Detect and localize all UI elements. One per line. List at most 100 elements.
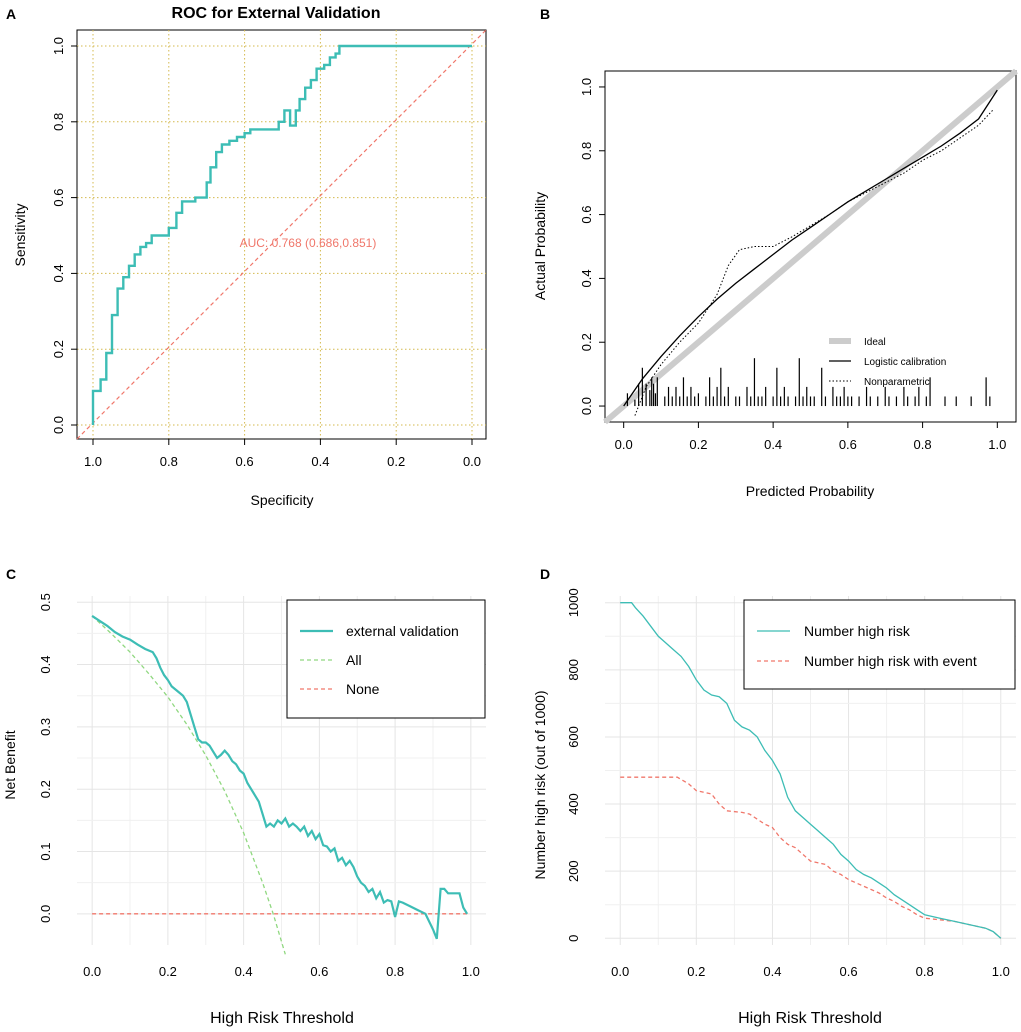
y-tick-label: 0.8 xyxy=(51,113,66,131)
y-tick-label: 0.8 xyxy=(579,142,594,160)
y-tick-label: 0.3 xyxy=(38,718,53,736)
y-tick-label: 0.4 xyxy=(38,656,53,674)
ideal-line-b xyxy=(603,68,1018,425)
panel-letter-c: C xyxy=(6,566,16,582)
y-tick-label: 0.6 xyxy=(51,189,66,207)
x-tick-label: 1.0 xyxy=(462,964,480,979)
legend-d-event-label: Number high risk with event xyxy=(804,653,977,669)
y-tick-label: 0.2 xyxy=(579,333,594,351)
legend-b: Ideal Logistic calibration Nonparametric xyxy=(829,337,946,388)
legend-logistic-label: Logistic calibration xyxy=(864,357,946,368)
y-axis-title-a: Sensitivity xyxy=(12,203,28,266)
panel-letter-d: D xyxy=(540,566,550,582)
auc-annotation: AUC: 0.768 (0.686,0.851) xyxy=(240,236,377,250)
y-tick-label: 0.0 xyxy=(579,397,594,415)
y-axis-title-b: Actual Probability xyxy=(532,192,548,300)
legend-c-none-label: None xyxy=(346,681,380,697)
x-tick-label: 0.6 xyxy=(839,437,857,452)
x-ticks-a: 1.0 0.8 0.6 0.4 0.2 0.0 xyxy=(84,438,481,469)
all-series xyxy=(91,615,286,955)
x-axis-title-b: Predicted Probability xyxy=(746,483,874,499)
y-tick-label: 0.2 xyxy=(51,340,66,358)
x-tick-label: 0.0 xyxy=(83,964,101,979)
y-tick-label: 1000 xyxy=(566,588,581,617)
roc-line xyxy=(91,44,472,425)
x-tick-label: 0.2 xyxy=(687,964,705,979)
external-validation-series xyxy=(91,614,469,940)
y-ticks-c: 0.0 0.1 0.2 0.3 0.4 0.5 xyxy=(38,593,53,923)
x-axis-title-d: High Risk Threshold xyxy=(738,1010,882,1027)
x-axis-title-a: Specificity xyxy=(250,492,313,508)
x-tick-label: 0.8 xyxy=(160,454,178,469)
y-tick-label: 0.5 xyxy=(38,593,53,611)
nonparametric-line xyxy=(634,108,994,416)
x-tick-label: 0.2 xyxy=(159,964,177,979)
y-ticks-d: 0 200 400 600 800 1000 xyxy=(566,588,581,942)
y-tick-label: 0.6 xyxy=(579,206,594,224)
all-line xyxy=(91,615,286,955)
y-tick-label: 0.4 xyxy=(51,264,66,282)
panel-d: D Number high risk Number high risk with… xyxy=(532,566,1016,1027)
x-tick-label: 0.4 xyxy=(763,964,781,979)
y-tick-label: 0.4 xyxy=(579,269,594,287)
grid-a xyxy=(77,30,486,439)
legend-c-model-label: external validation xyxy=(346,623,459,639)
x-tick-label: 0.8 xyxy=(916,964,934,979)
rug-b xyxy=(626,358,991,407)
x-tick-label: 1.0 xyxy=(84,454,102,469)
y-tick-label: 400 xyxy=(566,793,581,815)
legend-d-total-label: Number high risk xyxy=(804,623,911,639)
x-tick-label: 0.4 xyxy=(235,964,253,979)
x-axis-title-c: High Risk Threshold xyxy=(210,1010,354,1027)
logistic-line xyxy=(623,89,998,407)
x-ticks-d: 0.0 0.2 0.4 0.6 0.8 1.0 xyxy=(611,964,1010,979)
x-tick-label: 0.0 xyxy=(611,964,629,979)
y-tick-label: 0.0 xyxy=(51,416,66,434)
x-tick-label: 1.0 xyxy=(992,964,1010,979)
panel-letter-a: A xyxy=(6,6,16,22)
y-tick-label: 1.0 xyxy=(51,37,66,55)
y-ticks-b: 0.0 0.2 0.4 0.6 0.8 1.0 xyxy=(579,78,606,415)
legend-c-box xyxy=(286,599,486,719)
y-tick-label: 0 xyxy=(566,935,581,942)
y-tick-label: 1.0 xyxy=(579,78,594,96)
ideal-line xyxy=(603,68,1018,425)
external-validation-line xyxy=(91,614,469,940)
x-tick-label: 0.6 xyxy=(840,964,858,979)
legend-d: Number high risk Number high risk with e… xyxy=(743,599,1016,690)
y-axis-title-c: Net Benefit xyxy=(2,730,18,799)
nonparametric-curve xyxy=(634,108,994,416)
x-tick-label: 0.8 xyxy=(386,964,404,979)
diagonal-a xyxy=(76,29,487,440)
y-tick-label: 800 xyxy=(566,659,581,681)
diagonal-line xyxy=(76,29,487,440)
y-tick-label: 200 xyxy=(566,860,581,882)
roc-curve-a xyxy=(91,44,472,425)
x-tick-label: 0.8 xyxy=(914,437,932,452)
panel-letter-b: B xyxy=(540,6,550,22)
panel-c: C external validation All None 0.0 0.2 0.4… xyxy=(2,566,486,1027)
x-tick-label: 1.0 xyxy=(988,437,1006,452)
legend-ideal-label: Ideal xyxy=(864,337,886,348)
x-tick-label: 0.4 xyxy=(764,437,782,452)
total-series xyxy=(620,602,1002,939)
y-axis-title-d: Number high risk (out of 1000) xyxy=(532,690,548,879)
high-risk-event-line xyxy=(620,776,1002,939)
high-risk-total-line xyxy=(620,602,1002,939)
x-ticks-b: 0.0 0.2 0.4 0.6 0.8 1.0 xyxy=(615,421,1006,452)
y-tick-label: 600 xyxy=(566,726,581,748)
y-tick-label: 0.2 xyxy=(38,780,53,798)
panel-a: A ROC for External Validation AUC: 0.768… xyxy=(6,5,487,508)
legend-c-all-label: All xyxy=(346,652,362,668)
panel-b: B Ideal Logistic calibration Nonparametr… xyxy=(532,6,1018,499)
logistic-curve xyxy=(623,89,998,407)
x-tick-label: 0.2 xyxy=(387,454,405,469)
legend-nonparam-label: Nonparametric xyxy=(864,377,930,388)
legend-c: external validation All None xyxy=(286,599,486,719)
x-tick-label: 0.0 xyxy=(463,454,481,469)
y-tick-label: 0.1 xyxy=(38,842,53,860)
x-tick-label: 0.4 xyxy=(311,454,329,469)
event-series xyxy=(620,776,1002,939)
